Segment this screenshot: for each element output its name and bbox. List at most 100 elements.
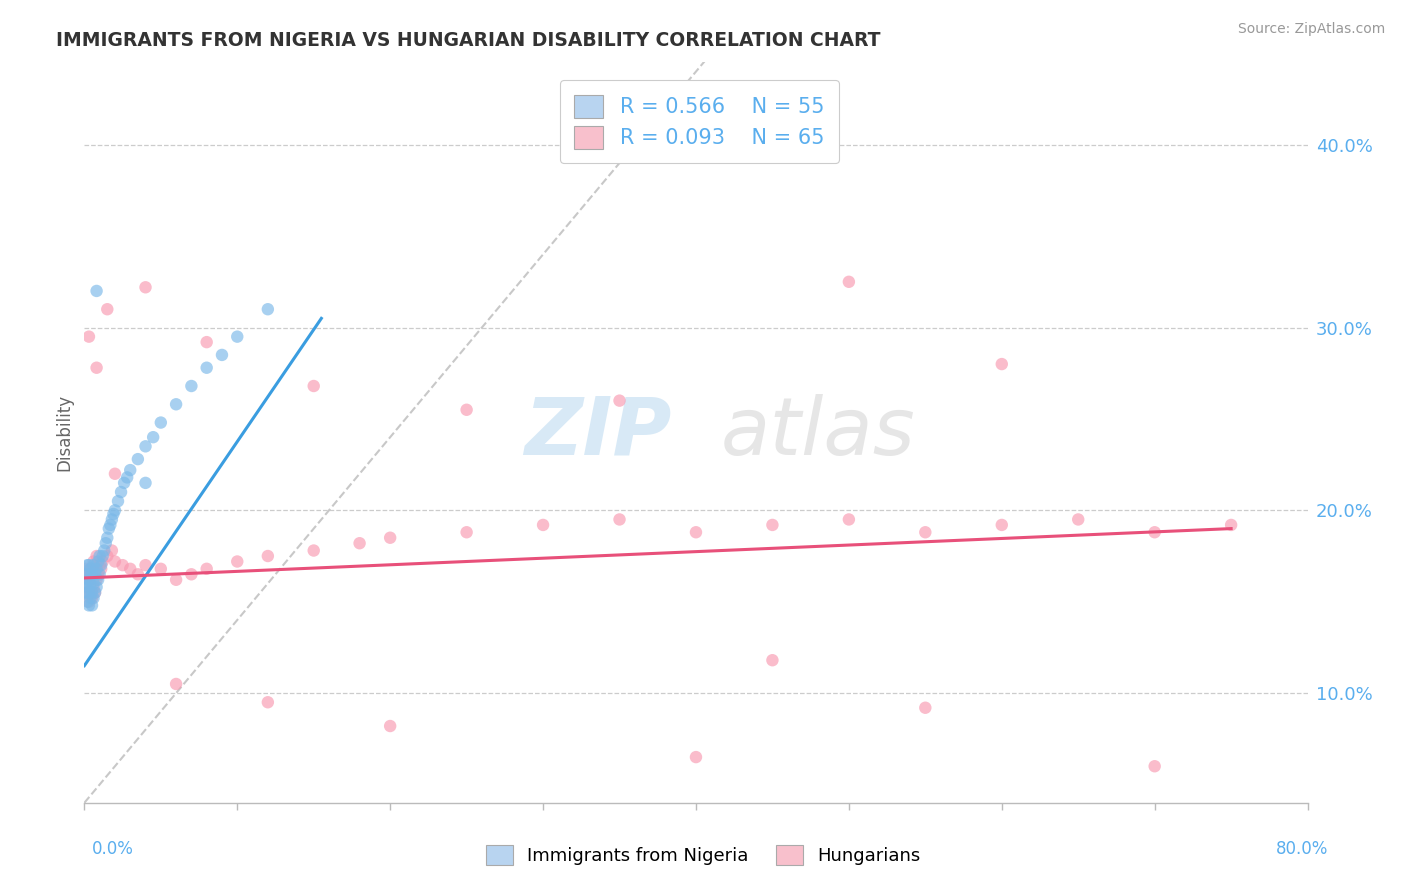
Point bbox=[531, 517, 554, 532]
Point bbox=[91, 549, 114, 563]
Point bbox=[142, 430, 165, 444]
Point bbox=[107, 494, 129, 508]
Point bbox=[91, 554, 114, 568]
Text: IMMIGRANTS FROM NIGERIA VS HUNGARIAN DISABILITY CORRELATION CHART: IMMIGRANTS FROM NIGERIA VS HUNGARIAN DIS… bbox=[56, 31, 880, 50]
Point bbox=[79, 576, 101, 591]
Point bbox=[104, 503, 127, 517]
Point bbox=[84, 567, 107, 582]
Point bbox=[96, 549, 118, 563]
Point bbox=[226, 329, 249, 343]
Point bbox=[79, 585, 101, 599]
Point bbox=[87, 554, 110, 568]
Text: atlas: atlas bbox=[720, 393, 915, 472]
Point bbox=[94, 536, 117, 550]
Point bbox=[76, 585, 98, 599]
Point bbox=[211, 348, 233, 362]
Point bbox=[79, 591, 101, 605]
Point bbox=[609, 512, 631, 526]
Point bbox=[1143, 759, 1166, 773]
Text: Source: ZipAtlas.com: Source: ZipAtlas.com bbox=[1237, 22, 1385, 37]
Point bbox=[90, 562, 112, 576]
Point bbox=[77, 599, 100, 613]
Point bbox=[97, 522, 120, 536]
Point bbox=[77, 595, 100, 609]
Point bbox=[80, 567, 103, 582]
Point bbox=[75, 562, 97, 576]
Point bbox=[80, 585, 103, 599]
Legend: R = 0.566    N = 55, R = 0.093    N = 65: R = 0.566 N = 55, R = 0.093 N = 65 bbox=[560, 80, 839, 163]
Point bbox=[149, 416, 172, 430]
Point bbox=[180, 567, 202, 582]
Point bbox=[87, 567, 110, 582]
Point bbox=[89, 567, 111, 582]
Point bbox=[83, 576, 105, 591]
Point bbox=[1143, 525, 1166, 540]
Point bbox=[838, 275, 860, 289]
Y-axis label: Disability: Disability bbox=[55, 394, 73, 471]
Point bbox=[96, 531, 118, 545]
Point bbox=[1220, 517, 1243, 532]
Point bbox=[761, 653, 783, 667]
Point bbox=[103, 507, 125, 521]
Point bbox=[111, 558, 134, 573]
Point bbox=[86, 580, 108, 594]
Point bbox=[761, 517, 783, 532]
Point bbox=[75, 567, 97, 582]
Point bbox=[75, 585, 97, 599]
Point bbox=[120, 562, 142, 576]
Point bbox=[83, 580, 105, 594]
Point bbox=[75, 576, 97, 591]
Point bbox=[79, 562, 101, 576]
Point bbox=[226, 554, 249, 568]
Point bbox=[80, 591, 103, 605]
Point bbox=[83, 554, 105, 568]
Point bbox=[149, 562, 172, 576]
Point bbox=[77, 573, 100, 587]
Point bbox=[380, 719, 402, 733]
Point bbox=[87, 573, 110, 587]
Point bbox=[76, 567, 98, 582]
Point bbox=[838, 512, 860, 526]
Point bbox=[76, 567, 98, 582]
Point bbox=[86, 284, 108, 298]
Legend: Immigrants from Nigeria, Hungarians: Immigrants from Nigeria, Hungarians bbox=[478, 838, 928, 872]
Point bbox=[76, 595, 98, 609]
Point bbox=[1067, 512, 1090, 526]
Point bbox=[302, 543, 325, 558]
Point bbox=[77, 558, 100, 573]
Point bbox=[101, 512, 124, 526]
Point bbox=[685, 750, 707, 764]
Point bbox=[76, 558, 98, 573]
Point bbox=[89, 549, 111, 563]
Point bbox=[165, 677, 187, 691]
Point bbox=[456, 402, 478, 417]
Point bbox=[115, 470, 138, 484]
Point bbox=[86, 562, 108, 576]
Point bbox=[90, 558, 112, 573]
Point bbox=[86, 573, 108, 587]
Point bbox=[127, 567, 149, 582]
Text: 0.0%: 0.0% bbox=[91, 840, 134, 858]
Point bbox=[83, 591, 105, 605]
Point bbox=[349, 536, 371, 550]
Point bbox=[135, 280, 157, 294]
Point bbox=[165, 397, 187, 411]
Point bbox=[104, 467, 127, 481]
Text: 80.0%: 80.0% bbox=[1277, 840, 1329, 858]
Point bbox=[101, 543, 124, 558]
Point bbox=[84, 585, 107, 599]
Point bbox=[96, 302, 118, 317]
Point bbox=[77, 585, 100, 599]
Point bbox=[135, 439, 157, 453]
Point bbox=[93, 543, 115, 558]
Point bbox=[84, 585, 107, 599]
Point bbox=[195, 562, 218, 576]
Point bbox=[257, 302, 280, 317]
Point bbox=[135, 475, 157, 490]
Point bbox=[609, 393, 631, 408]
Point bbox=[86, 360, 108, 375]
Point bbox=[80, 567, 103, 582]
Point bbox=[86, 549, 108, 563]
Point bbox=[135, 558, 157, 573]
Point bbox=[914, 525, 936, 540]
